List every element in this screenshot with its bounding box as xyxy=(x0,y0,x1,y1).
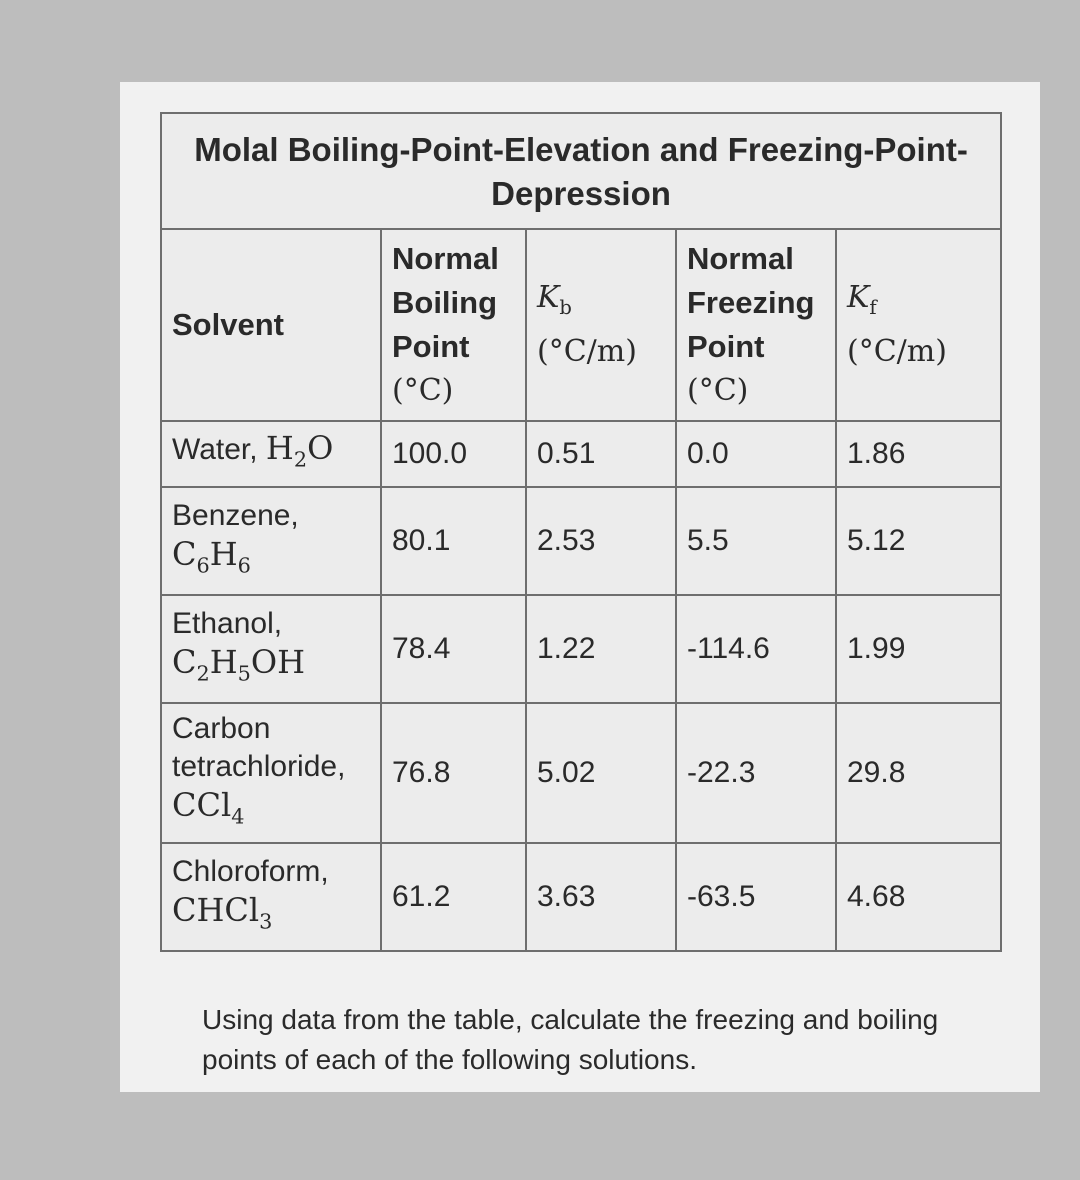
header-kb-unit: (°C/m) xyxy=(537,334,637,369)
table-row: Benzene, C6H6 80.1 2.53 5.5 5.12 xyxy=(160,486,1003,596)
boiling-point-cell: 78.4 xyxy=(380,594,527,704)
header-kf-symbol: Kf xyxy=(847,280,877,319)
header-fp-line2: Freezing xyxy=(687,285,815,320)
kf-cell: 5.12 xyxy=(834,486,1003,596)
boiling-point-cell: 80.1 xyxy=(380,486,527,596)
header-bp-unit: (°C) xyxy=(392,373,454,408)
header-kf-unit: (°C/m) xyxy=(847,334,947,369)
header-fp-unit: (°C) xyxy=(687,373,749,408)
freezing-point-cell: -63.5 xyxy=(675,842,837,952)
page: Molal Boiling-Point-Elevation and Freezi… xyxy=(120,82,1040,1092)
header-kb: Kb (°C/m) xyxy=(525,228,677,422)
kf-cell: 4.68 xyxy=(834,842,1003,952)
header-bp-line3: Point xyxy=(392,329,470,364)
data-table: Molal Boiling-Point-Elevation and Freezi… xyxy=(159,112,1003,952)
kf-cell: 1.99 xyxy=(834,594,1003,704)
solvent-formula: C6H6 xyxy=(172,535,251,578)
kb-cell: 0.51 xyxy=(525,420,677,488)
kb-cell: 2.53 xyxy=(525,486,677,596)
solvent-cell: Chloroform, CHCl3 xyxy=(160,842,382,952)
solvent-formula: CHCl3 xyxy=(172,891,273,934)
kb-cell: 5.02 xyxy=(525,702,677,844)
solvent-name: Water, xyxy=(172,433,258,467)
solvent-cell: Ethanol, C2H5OH xyxy=(160,594,382,704)
title-row: Molal Boiling-Point-Elevation and Freezi… xyxy=(159,112,1003,230)
solvent-name: tetrachloride, xyxy=(172,750,346,784)
solvent-cell: Water, H2O xyxy=(160,420,382,488)
solvent-cell: Benzene, C6H6 xyxy=(160,486,382,596)
kf-cell: 1.86 xyxy=(834,420,1003,488)
kf-cell: 29.8 xyxy=(834,702,1003,844)
boiling-point-cell: 100.0 xyxy=(380,420,527,488)
table-title: Molal Boiling-Point-Elevation and Freezi… xyxy=(159,112,1003,230)
header-freezing-point: Normal Freezing Point (°C) xyxy=(675,228,837,422)
header-solvent: Solvent xyxy=(160,228,382,422)
solvent-name: Chloroform, xyxy=(172,855,329,889)
table-row: Carbon tetrachloride, CCl4 76.8 5.02 -22… xyxy=(160,702,1003,844)
solvent-name: Ethanol, xyxy=(172,607,283,641)
solvent-formula: CCl4 xyxy=(172,786,245,829)
header-row: Solvent Normal Boiling Point (°C) Kb (°C… xyxy=(160,228,1003,422)
freezing-point-cell: 0.0 xyxy=(675,420,837,488)
table-row: Ethanol, C2H5OH 78.4 1.22 -114.6 1.99 xyxy=(160,594,1003,704)
table-row: Chloroform, CHCl3 61.2 3.63 -63.5 4.68 xyxy=(160,842,1003,952)
freezing-point-cell: -114.6 xyxy=(675,594,837,704)
header-bp-line1: Normal xyxy=(392,241,499,276)
solvent-name: Benzene, xyxy=(172,499,299,533)
header-bp-line2: Boiling xyxy=(392,285,498,320)
header-solvent-label: Solvent xyxy=(172,307,284,342)
solvent-cell: Carbon tetrachloride, CCl4 xyxy=(160,702,382,844)
kb-cell: 1.22 xyxy=(525,594,677,704)
solvent-formula: C2H5OH xyxy=(172,643,305,686)
header-fp-line1: Normal xyxy=(687,241,794,276)
question-text: Using data from the table, calculate the… xyxy=(202,1004,939,1075)
header-fp-line3: Point xyxy=(687,329,765,364)
table-container: Molal Boiling-Point-Elevation and Freezi… xyxy=(159,112,1003,952)
solvent-formula: H2O xyxy=(265,429,334,472)
boiling-point-cell: 61.2 xyxy=(380,842,527,952)
header-kf: Kf (°C/m) xyxy=(834,228,1003,422)
table-row: Water, H2O 100.0 0.51 0.0 1.86 xyxy=(160,420,1003,488)
header-boiling-point: Normal Boiling Point (°C) xyxy=(380,228,527,422)
kb-cell: 3.63 xyxy=(525,842,677,952)
solvent-name-line1: Carbon xyxy=(172,712,271,746)
freezing-point-cell: 5.5 xyxy=(675,486,837,596)
header-kb-symbol: Kb xyxy=(537,280,572,319)
freezing-point-cell: -22.3 xyxy=(675,702,837,844)
boiling-point-cell: 76.8 xyxy=(380,702,527,844)
